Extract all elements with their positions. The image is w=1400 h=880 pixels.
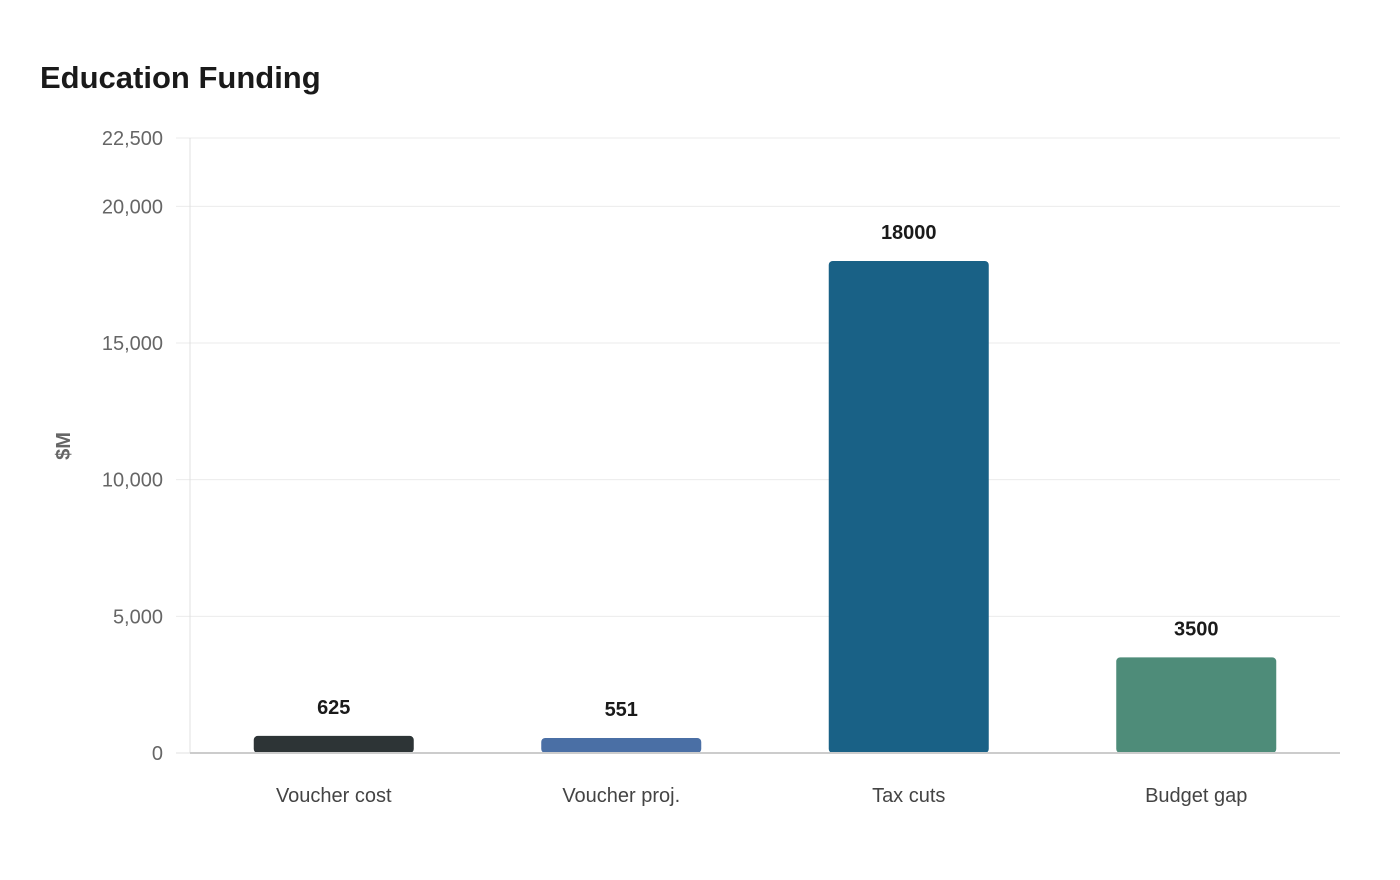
x-tick-label: Budget gap: [1145, 785, 1247, 807]
y-tick-label: 15,000: [102, 333, 163, 355]
y-tick-label: 5,000: [113, 606, 163, 628]
data-label: 3500: [1174, 618, 1219, 640]
x-tick-label: Voucher proj.: [562, 785, 680, 807]
x-tick-label: Tax cuts: [872, 785, 945, 807]
y-tick-label: 20,000: [102, 196, 163, 218]
bar: [541, 737, 702, 753]
y-tick-label: 22,500: [102, 128, 163, 150]
x-tick-label: Voucher cost: [276, 785, 392, 807]
bar: [1116, 657, 1277, 753]
bar: [828, 261, 989, 753]
data-label: 625: [317, 697, 350, 719]
y-tick-label: 10,000: [102, 470, 163, 492]
chart-title: Education Funding: [40, 60, 321, 95]
y-axis-label: $M: [53, 432, 75, 460]
y-tick-label: 0: [152, 743, 163, 765]
bar: [253, 735, 414, 753]
data-label: 551: [605, 699, 638, 721]
data-label: 18000: [881, 222, 937, 244]
